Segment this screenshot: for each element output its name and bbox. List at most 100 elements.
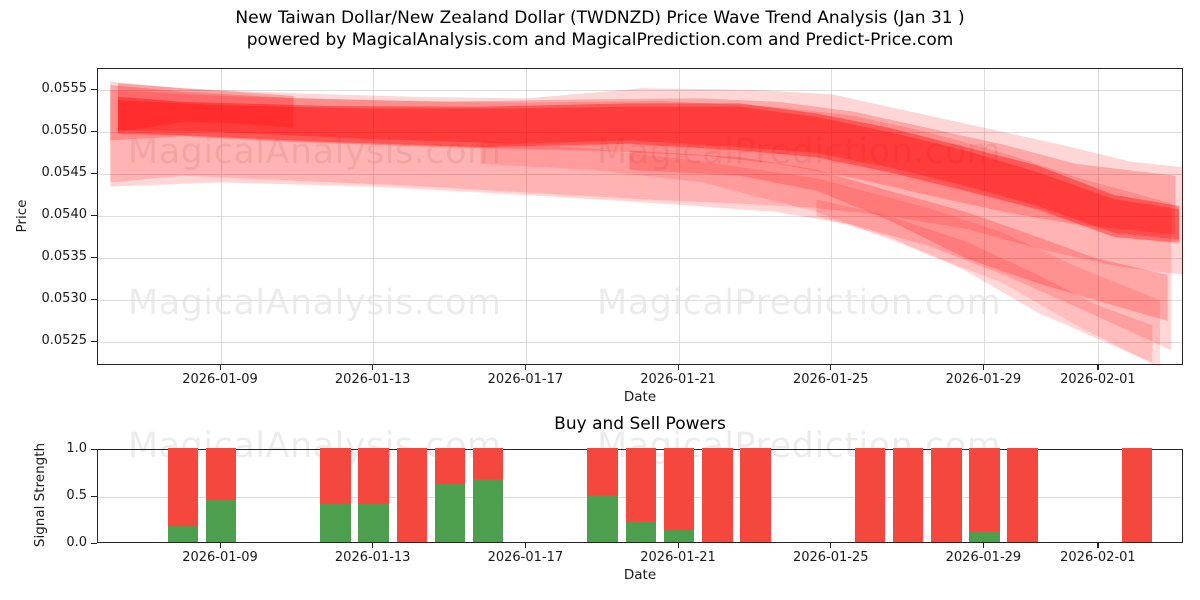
- price-y-tick-mark: [91, 256, 97, 258]
- price-x-tick-label: 2026-02-01: [1060, 372, 1136, 387]
- sell-power-segment: [892, 448, 924, 542]
- power-x-tick-label: 2026-01-13: [334, 550, 411, 565]
- price-band-steep-lower-finger: [480, 140, 1160, 366]
- price-v-gridline: [1098, 69, 1100, 364]
- buy-power-segment: [625, 521, 657, 542]
- watermark-analysis-text: MagicalAnalysis.com: [128, 132, 502, 172]
- buy-power-segment: [663, 530, 695, 542]
- power-chart-title: Buy and Sell Powers: [554, 414, 726, 434]
- price-v-gridline: [831, 69, 833, 364]
- power-x-axis-label: Date: [623, 567, 657, 583]
- signal-bar-2026-01-30: [1007, 448, 1038, 542]
- buy-power-segment: [167, 526, 199, 542]
- signal-bar-2026-01-26: [854, 448, 886, 542]
- power-x-tick-label: 2026-01-25: [792, 550, 869, 565]
- power-y-tick-label: 0.0: [66, 535, 87, 550]
- price-x-tick-mark: [524, 365, 527, 370]
- signal-bar-2026-01-21: [663, 448, 695, 542]
- power-y-tick-mark: [91, 448, 97, 450]
- price-band-wide-light-band: [110, 90, 1172, 351]
- sell-power-segment: [854, 448, 886, 542]
- power-x-tick-label: 2026-01-29: [945, 550, 1022, 565]
- signal-bar-2026-01-08: [167, 448, 199, 542]
- sell-power-segment: [930, 448, 962, 542]
- price-h-gridline: [98, 257, 1182, 259]
- sell-power-segment: [358, 448, 389, 504]
- price-h-gridline: [98, 341, 1182, 343]
- power-y-tick-mark: [91, 495, 97, 497]
- price-x-tick-label: 2026-01-29: [945, 372, 1022, 387]
- signal-bar-2026-01-28: [930, 448, 962, 542]
- buy-power-segment: [320, 504, 351, 542]
- buy-power-segment: [969, 531, 1000, 542]
- price-x-tick-label: 2026-01-09: [182, 372, 258, 387]
- power-x-tick-mark: [372, 543, 374, 548]
- watermark-prediction-text: MagicalPrediction.com: [597, 132, 1002, 172]
- watermark-prediction-text: MagicalPrediction.com: [597, 283, 1002, 323]
- signal-bar-2026-01-23: [740, 448, 771, 542]
- sell-power-segment: [396, 448, 428, 542]
- power-x-tick-mark: [1097, 543, 1099, 548]
- price-h-gridline: [98, 215, 1182, 217]
- price-band-mid-band: [110, 85, 1176, 235]
- price-v-gridline: [373, 69, 375, 364]
- sell-power-segment: [740, 448, 771, 542]
- signal-bar-2026-01-20: [625, 448, 657, 542]
- sell-power-segment: [625, 448, 657, 521]
- price-h-gridline: [98, 89, 1182, 91]
- sell-power-segment: [663, 448, 695, 530]
- signal-bar-2026-02-02: [1121, 448, 1153, 542]
- price-x-axis-label: Date: [623, 389, 657, 405]
- power-x-tick-mark: [982, 543, 985, 548]
- signal-bar-2026-01-19: [587, 448, 618, 542]
- power-y-tick-label: 1.0: [66, 441, 87, 456]
- power-x-tick-label: 2026-01-21: [640, 550, 716, 565]
- price-y-tick-label: 0.0535: [41, 249, 88, 264]
- price-y-tick-label: 0.0550: [41, 123, 88, 138]
- power-x-tick-mark: [219, 543, 221, 548]
- price-v-gridline: [678, 69, 680, 364]
- price-y-tick-mark: [91, 88, 97, 90]
- power-x-tick-label: 2026-01-09: [182, 550, 258, 565]
- price-x-tick-mark: [219, 365, 221, 370]
- signal-bar-2026-01-15: [434, 448, 466, 542]
- price-y-tick-mark: [91, 172, 97, 174]
- price-x-tick-label: 2026-01-25: [792, 372, 869, 387]
- price-y-tick-mark: [91, 214, 97, 216]
- power-chart-area: [97, 448, 1183, 543]
- sell-power-segment: [205, 448, 237, 500]
- signal-bar-2026-01-29: [969, 448, 1000, 542]
- price-x-tick-label: 2026-01-17: [487, 372, 564, 387]
- signal-bar-2026-01-12: [320, 448, 351, 542]
- signal-bar-2026-01-13: [358, 448, 389, 542]
- price-chart-area: [97, 68, 1183, 366]
- watermark-analysis-text: MagicalAnalysis.com: [128, 283, 502, 323]
- price-y-tick-label: 0.0530: [41, 291, 88, 306]
- price-y-tick-label: 0.0555: [41, 81, 88, 96]
- figure-subtitle: powered by MagicalAnalysis.com and Magic…: [246, 30, 954, 50]
- price-v-gridline: [525, 69, 527, 364]
- price-band-lowest-light-finger: [816, 199, 1153, 363]
- price-wave-bands: [110, 81, 1183, 366]
- price-v-gridline: [220, 69, 222, 364]
- power-x-tick-mark: [677, 543, 679, 548]
- price-band-left-dark-pocket: [118, 83, 294, 132]
- power-x-tick-label: 2026-01-17: [487, 550, 564, 565]
- power-y-tick-label: 0.5: [66, 488, 87, 503]
- price-y-tick-label: 0.0525: [41, 333, 88, 348]
- price-y-tick-mark: [91, 130, 97, 132]
- price-y-tick-label: 0.0540: [41, 207, 88, 222]
- price-band-lower-mid-band: [629, 150, 1168, 321]
- price-h-gridline: [98, 131, 1182, 133]
- sell-power-segment: [701, 448, 733, 542]
- price-y-tick-mark: [91, 340, 97, 342]
- power-x-tick-mark: [830, 543, 832, 548]
- signal-bar-2026-01-14: [396, 448, 428, 542]
- power-x-tick-mark: [524, 543, 527, 548]
- price-x-tick-label: 2026-01-13: [334, 372, 411, 387]
- sell-power-segment: [969, 448, 1000, 531]
- sell-power-segment: [1007, 448, 1038, 542]
- price-band-core-band: [118, 96, 1180, 243]
- sell-power-segment: [1121, 448, 1153, 542]
- price-x-tick-mark: [677, 365, 679, 370]
